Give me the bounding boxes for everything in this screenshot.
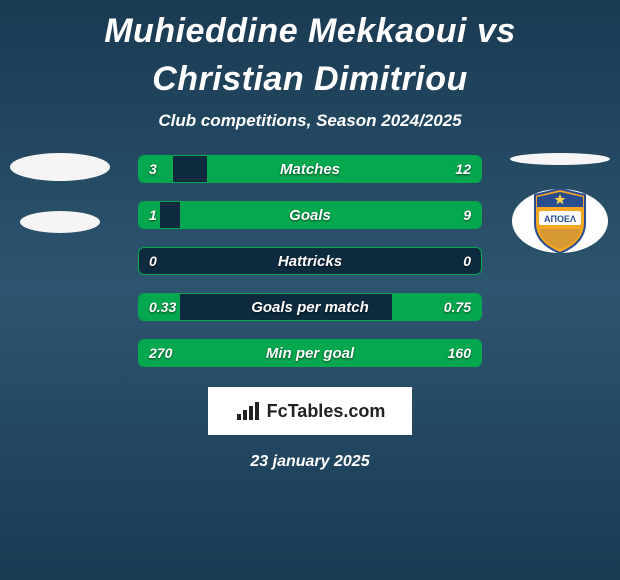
- stat-value-left: 0: [139, 248, 167, 274]
- comparison-card: Muhieddine Mekkaoui vs Christian Dimitri…: [0, 0, 620, 580]
- club-logo-right: ΑΠΟΕΛ: [512, 189, 608, 253]
- stat-row: Matches3 12: [138, 155, 482, 183]
- stat-value-left: 3: [139, 156, 167, 182]
- stat-value-right: 160: [438, 340, 481, 366]
- bars-icon: [235, 400, 263, 422]
- stat-label: Goals: [139, 202, 481, 228]
- stat-row: Goals1 9: [138, 201, 482, 229]
- player-right-avatar: ΑΠΟΕΛ: [510, 153, 610, 253]
- avatar-placeholder-head: [10, 153, 110, 181]
- stat-value-left: 270: [139, 340, 182, 366]
- date-text: 23 january 2025: [0, 453, 620, 471]
- svg-text:ΑΠΟΕΛ: ΑΠΟΕΛ: [544, 214, 576, 224]
- stat-label: Goals per match: [139, 294, 481, 320]
- club-placeholder: [20, 211, 100, 233]
- player-left-avatar: [10, 153, 110, 253]
- avatar-placeholder-head: [510, 153, 610, 165]
- stats-area: ΑΠΟΕΛ Matches3 12 Goals1 9 Hattricks0 0 Goals …: [0, 155, 620, 367]
- brand-text: FcTables.com: [267, 401, 386, 422]
- stat-label: Hattricks: [139, 248, 481, 274]
- stat-label: Matches: [139, 156, 481, 182]
- stat-row: Hattricks0 0: [138, 247, 482, 275]
- stat-value-right: 0: [453, 248, 481, 274]
- stat-value-left: 0.33: [139, 294, 186, 320]
- stat-rows: Matches3 12 Goals1 9 Hattricks0 0 Goals per ma…: [138, 155, 482, 367]
- stat-value-right: 9: [453, 202, 481, 228]
- stat-label: Min per goal: [139, 340, 481, 366]
- page-title: Muhieddine Mekkaoui vs Christian Dimitri…: [0, 8, 620, 111]
- stat-value-right: 12: [445, 156, 481, 182]
- shield-icon: ΑΠΟΕΛ: [533, 189, 587, 253]
- brand-box: FcTables.com: [208, 387, 412, 435]
- stat-row: Goals per match0.33 0.75: [138, 293, 482, 321]
- stat-value-right: 0.75: [434, 294, 481, 320]
- stat-value-left: 1: [139, 202, 167, 228]
- stat-row: Min per goal270 160: [138, 339, 482, 367]
- subtitle: Club competitions, Season 2024/2025: [0, 111, 620, 131]
